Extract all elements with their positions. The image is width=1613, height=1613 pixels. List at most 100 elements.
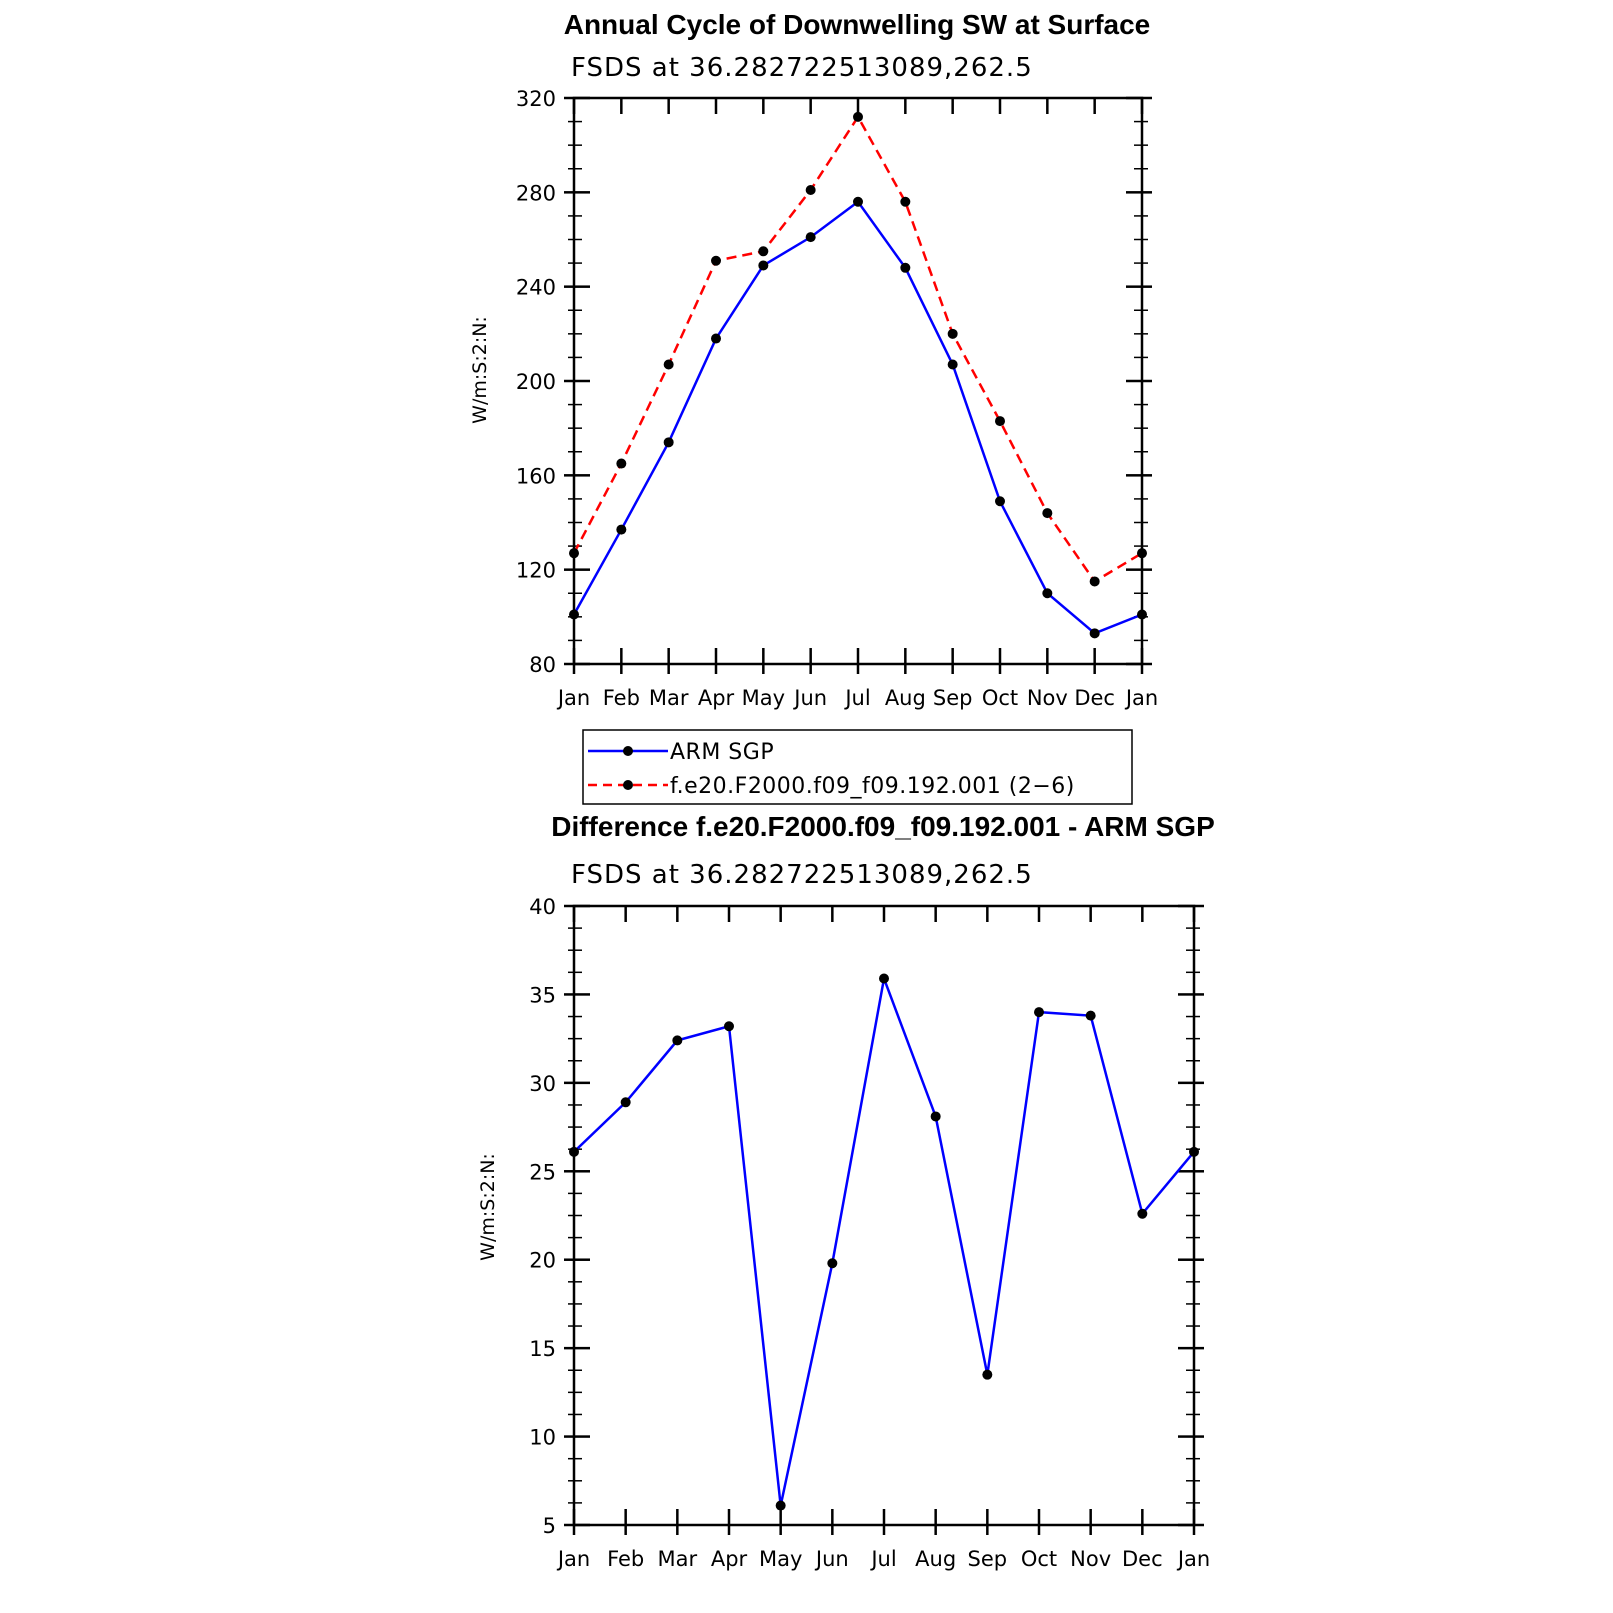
data-point xyxy=(569,1146,579,1157)
data-point xyxy=(616,458,627,469)
data-point xyxy=(1137,1208,1148,1219)
series-group xyxy=(569,111,1147,639)
y-tick-label: 15 xyxy=(529,1337,556,1361)
legend-label-arm-sgp: ARM SGP xyxy=(670,740,774,765)
data-point xyxy=(724,1021,734,1032)
axes: Jan Feb Mar Apr May Jun Jul Aug Sep Oct Nov Dec Jan5… xyxy=(529,895,1210,1571)
data-point xyxy=(930,1111,941,1122)
x-tick-label: Feb xyxy=(603,686,640,710)
chart-subtitle: FSDS at 36.282722513089,262.5 xyxy=(571,53,1033,83)
data-point xyxy=(900,196,911,207)
data-point xyxy=(1089,576,1100,587)
x-tick-label: Sep xyxy=(968,1547,1008,1571)
data-point xyxy=(569,609,579,620)
data-point xyxy=(1042,508,1053,519)
data-point xyxy=(853,111,863,122)
y-tick-label: 200 xyxy=(516,370,556,394)
y-tick-label: 20 xyxy=(529,1249,556,1273)
legend-frame xyxy=(582,729,1133,805)
data-point xyxy=(758,260,769,271)
data-point xyxy=(805,232,816,243)
y-tick-label: 240 xyxy=(516,276,556,300)
y-tick-label: 320 xyxy=(516,87,556,111)
legend-label-model: f.e20.F2000.f09_f09.192.001 (2−6) xyxy=(670,774,1075,799)
series-line xyxy=(572,200,1143,635)
x-tick-label: Jul xyxy=(843,686,870,710)
y-tick-label: 40 xyxy=(529,895,556,919)
data-point xyxy=(827,1258,838,1269)
data-point xyxy=(1137,609,1147,620)
x-tick-label: Mar xyxy=(649,686,689,710)
y-tick-label: 160 xyxy=(516,464,556,488)
y-axis-label: W/m:S:2:N: xyxy=(469,316,491,424)
x-tick-label: Jun xyxy=(792,686,827,710)
data-point xyxy=(663,359,674,370)
series-group xyxy=(569,973,1199,1511)
x-tick-label: Jun xyxy=(814,1547,849,1571)
x-tick-label: Jan xyxy=(556,686,590,710)
legend: ARM SGP f.e20.F2000.f09_f09.192.001 (2−6… xyxy=(582,729,1133,805)
legend-marker-model xyxy=(623,780,633,790)
data-point xyxy=(1042,588,1053,599)
y-tick-label: 120 xyxy=(516,559,556,583)
data-point xyxy=(711,255,721,266)
data-point xyxy=(1137,548,1147,559)
chart-title: Annual Cycle of Downwelling SW at Surfac… xyxy=(564,9,1151,40)
x-tick-label: Jan xyxy=(1124,686,1158,710)
data-point xyxy=(879,973,889,984)
x-tick-label: Jan xyxy=(1176,1547,1210,1571)
y-tick-label: 35 xyxy=(529,983,556,1007)
x-tick-label: Nov xyxy=(1027,686,1068,710)
data-point xyxy=(947,328,958,339)
data-point xyxy=(1085,1010,1096,1021)
x-tick-label: Mar xyxy=(658,1547,698,1571)
x-tick-label: May xyxy=(742,686,785,710)
data-point xyxy=(1034,1007,1044,1018)
legend-marker-arm-sgp xyxy=(623,746,633,756)
data-point xyxy=(569,548,579,559)
x-tick-label: Dec xyxy=(1122,1547,1163,1571)
annual-cycle-chart: Annual Cycle of Downwelling SW at Surfac… xyxy=(469,9,1158,805)
data-point xyxy=(853,196,863,207)
x-tick-label: Jan xyxy=(556,1547,590,1571)
chart-title: Difference f.e20.F2000.f09_f09.192.001 -… xyxy=(551,811,1215,842)
x-tick-label: Jul xyxy=(869,1547,896,1571)
data-point xyxy=(775,1500,786,1511)
axes: Jan Feb Mar Apr May Jun Jul Aug Sep Oct Nov Dec Jan8… xyxy=(516,87,1158,710)
series-line xyxy=(573,973,1195,1506)
data-point xyxy=(758,246,769,257)
plot-frame xyxy=(572,904,1196,1527)
data-point xyxy=(900,262,911,273)
plot-frame xyxy=(572,96,1144,666)
x-tick-label: Oct xyxy=(1021,1547,1057,1571)
y-axis-label: W/m:S:2:N: xyxy=(477,1153,499,1261)
y-tick-label: 30 xyxy=(529,1072,556,1096)
x-tick-label: May xyxy=(759,1547,802,1571)
data-point xyxy=(616,524,627,535)
y-tick-label: 80 xyxy=(529,653,556,677)
data-point xyxy=(620,1097,631,1108)
data-point xyxy=(1089,628,1100,639)
difference-chart: Difference f.e20.F2000.f09_f09.192.001 -… xyxy=(477,811,1215,1571)
data-point xyxy=(995,496,1005,507)
y-tick-label: 280 xyxy=(516,181,556,205)
x-tick-label: Aug xyxy=(915,1547,956,1571)
data-point xyxy=(995,416,1005,427)
y-tick-label: 10 xyxy=(529,1426,556,1450)
x-tick-label: Apr xyxy=(711,1547,748,1571)
data-point xyxy=(1189,1146,1199,1157)
data-point xyxy=(663,437,674,448)
data-point xyxy=(982,1369,993,1380)
data-point xyxy=(947,359,958,370)
chart-subtitle: FSDS at 36.282722513089,262.5 xyxy=(571,860,1033,890)
x-tick-label: Sep xyxy=(933,686,973,710)
data-point xyxy=(711,333,721,344)
data-point xyxy=(805,184,816,195)
series-line xyxy=(572,114,1143,584)
x-tick-label: Dec xyxy=(1074,686,1115,710)
y-tick-label: 25 xyxy=(529,1160,556,1184)
data-point xyxy=(672,1035,683,1046)
x-tick-label: Nov xyxy=(1070,1547,1111,1571)
x-tick-label: Apr xyxy=(698,686,735,710)
